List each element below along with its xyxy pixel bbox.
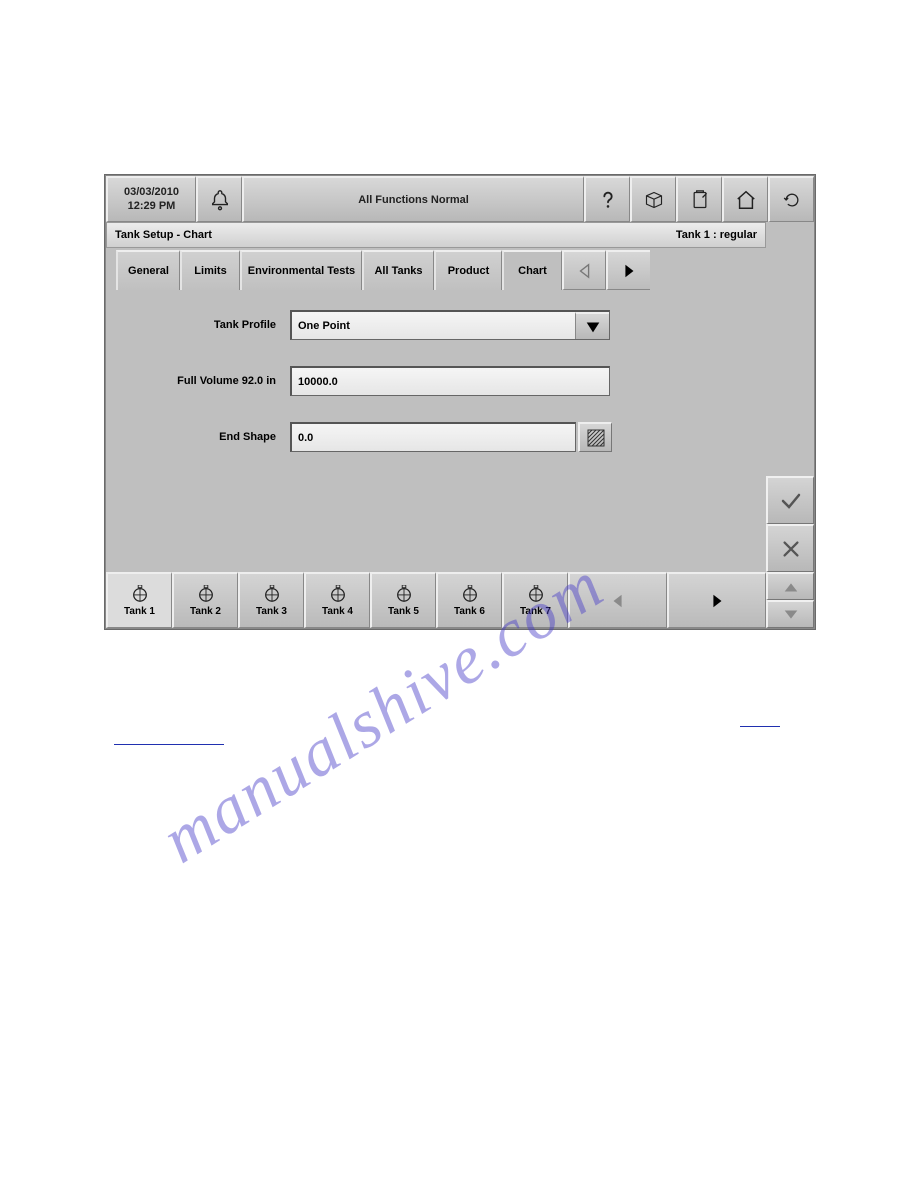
clipboard-button[interactable] — [676, 176, 722, 222]
home-icon — [735, 189, 757, 211]
tank-button-7[interactable]: Tank 7 — [502, 572, 568, 628]
tank-button-1[interactable]: Tank 1 — [106, 572, 172, 628]
tab-prev-button[interactable] — [562, 250, 606, 290]
tank-button-2[interactable]: Tank 2 — [172, 572, 238, 628]
home-button[interactable] — [722, 176, 768, 222]
tank-next-button[interactable] — [667, 572, 766, 628]
content-row: Tank Setup - Chart Tank 1 : regular Gene… — [106, 222, 814, 628]
refresh-button[interactable] — [768, 176, 814, 222]
tank-icon — [461, 585, 479, 603]
help-button[interactable] — [584, 176, 630, 222]
clipboard-icon — [690, 190, 710, 210]
tab-limits[interactable]: Limits — [180, 250, 240, 290]
tank-icon — [131, 585, 149, 603]
main-panel: Tank Setup - Chart Tank 1 : regular Gene… — [106, 222, 766, 628]
confirm-button[interactable] — [766, 476, 814, 524]
label-tank-profile: Tank Profile — [118, 319, 290, 331]
dropdown-toggle[interactable] — [575, 312, 609, 339]
bell-icon — [209, 189, 231, 211]
scroll-up-button[interactable] — [766, 572, 814, 600]
tab-all-tanks[interactable]: All Tanks — [362, 250, 434, 290]
box-icon — [644, 190, 664, 210]
tab-env-tests[interactable]: Environmental Tests — [240, 250, 362, 290]
tab-chart[interactable]: Chart — [502, 250, 562, 290]
tank-label: Tank 1 — [124, 606, 155, 617]
triangle-left-icon — [576, 262, 594, 280]
app-window: 03/03/2010 12:29 PM All Functions Normal — [105, 175, 815, 629]
scroll-down-button[interactable] — [766, 600, 814, 628]
check-icon — [779, 489, 803, 513]
tank-icon — [395, 585, 413, 603]
tank-prev-button[interactable] — [568, 572, 667, 628]
tank-button-3[interactable]: Tank 3 — [238, 572, 304, 628]
value-end-shape: 0.0 — [298, 432, 313, 444]
tank-label: Tank 4 — [322, 606, 353, 617]
link-underline-2 — [740, 726, 780, 727]
cancel-button[interactable] — [766, 524, 814, 572]
tank-button-6[interactable]: Tank 6 — [436, 572, 502, 628]
tab-label: Limits — [194, 265, 226, 277]
tank-label: Tank 2 — [190, 606, 221, 617]
field-tank-profile[interactable]: One Point — [290, 310, 610, 340]
triangle-down-icon — [782, 608, 800, 622]
sidebar-spacer — [766, 222, 814, 476]
breadcrumb-context: Tank 1 : regular — [676, 229, 757, 241]
triangle-up-icon — [782, 580, 800, 594]
field-end-shape[interactable]: 0.0 — [290, 422, 576, 452]
tab-label: General — [128, 265, 169, 277]
tank-icon — [329, 585, 347, 603]
tank-icon — [197, 585, 215, 603]
tank-button-5[interactable]: Tank 5 — [370, 572, 436, 628]
datetime-cell: 03/03/2010 12:29 PM — [106, 176, 196, 222]
tab-product[interactable]: Product — [434, 250, 502, 290]
row-end-shape: End Shape 0.0 — [118, 422, 754, 452]
date-text: 03/03/2010 — [124, 186, 179, 199]
breadcrumb-title: Tank Setup - Chart — [115, 229, 212, 241]
tank-label: Tank 3 — [256, 606, 287, 617]
link-underline-1 — [114, 744, 224, 745]
question-icon — [597, 189, 619, 211]
triangle-right-icon — [708, 592, 726, 610]
time-text: 12:29 PM — [128, 200, 176, 213]
row-tank-profile: Tank Profile One Point — [118, 310, 754, 340]
triangle-left-icon — [609, 592, 627, 610]
status-text: All Functions Normal — [242, 176, 584, 222]
value-tank-profile: One Point — [298, 320, 350, 332]
tab-next-button[interactable] — [606, 250, 650, 290]
triangle-right-icon — [620, 262, 638, 280]
tank-label: Tank 6 — [454, 606, 485, 617]
end-shape-edit-button[interactable] — [578, 422, 612, 452]
triangle-down-icon — [584, 318, 602, 336]
value-full-volume: 10000.0 — [298, 376, 338, 388]
alarm-button[interactable] — [196, 176, 242, 222]
form-area: Tank Profile One Point Full Volume 92.0 … — [106, 290, 766, 572]
tab-label: Product — [448, 265, 490, 277]
refresh-icon — [782, 190, 802, 210]
tank-label: Tank 7 — [520, 606, 551, 617]
label-full-volume: Full Volume 92.0 in — [118, 375, 290, 387]
tank-nav — [568, 572, 766, 628]
right-sidebar — [766, 222, 814, 628]
tab-row: General Limits Environmental Tests All T… — [106, 250, 766, 290]
label-end-shape: End Shape — [118, 431, 290, 443]
tank-row: Tank 1 Tank 2 Tank 3 Tank 4 Tank 5 — [106, 572, 766, 628]
tank-icon — [263, 585, 281, 603]
breadcrumb: Tank Setup - Chart Tank 1 : regular — [106, 222, 766, 248]
tab-label: All Tanks — [374, 265, 422, 277]
tank-button-4[interactable]: Tank 4 — [304, 572, 370, 628]
row-full-volume: Full Volume 92.0 in 10000.0 — [118, 366, 754, 396]
tank-label: Tank 5 — [388, 606, 419, 617]
tab-general[interactable]: General — [116, 250, 180, 290]
pattern-icon — [586, 428, 606, 448]
package-button[interactable] — [630, 176, 676, 222]
x-icon — [780, 538, 802, 560]
tab-label: Chart — [518, 265, 547, 277]
tank-icon — [527, 585, 545, 603]
field-full-volume[interactable]: 10000.0 — [290, 366, 610, 396]
top-bar: 03/03/2010 12:29 PM All Functions Normal — [106, 176, 814, 222]
tab-label: Environmental Tests — [248, 265, 355, 277]
